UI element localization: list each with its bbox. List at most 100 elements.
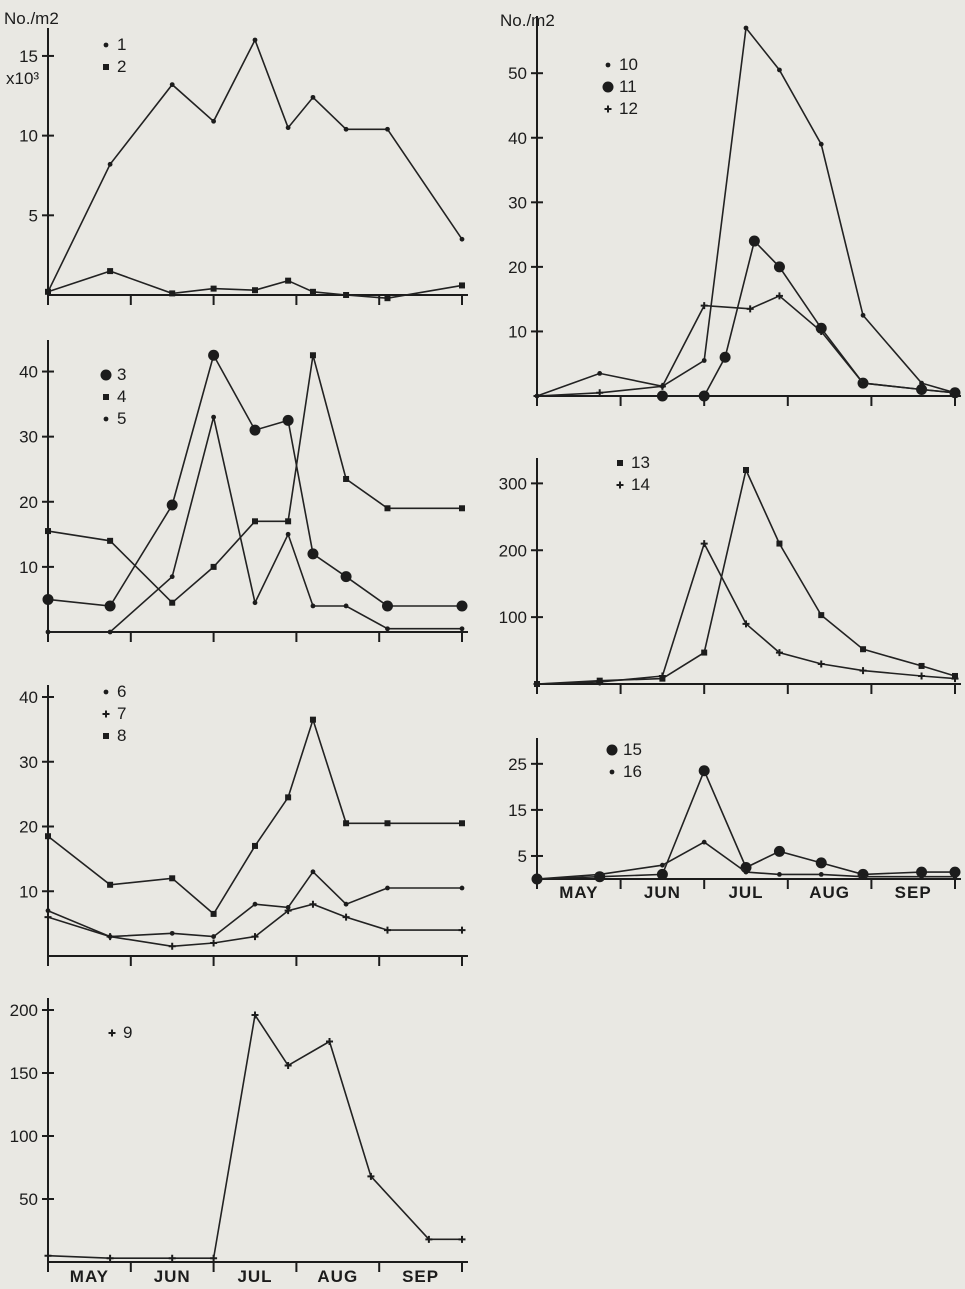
data-point-series-3	[42, 593, 54, 605]
legend-label: 14	[631, 475, 650, 494]
data-point-series-7	[210, 939, 218, 947]
y-tick-label: 20	[508, 258, 527, 277]
data-point-series-15	[949, 866, 961, 878]
data-point-series-6	[169, 930, 175, 936]
data-point-series-9	[284, 1061, 292, 1069]
data-point-series-4	[384, 505, 391, 512]
data-point-series-16	[860, 874, 866, 880]
data-point-series-12	[775, 292, 783, 300]
data-point-series-2	[107, 268, 114, 275]
data-point-series-8	[210, 910, 217, 917]
month-label: SEP	[895, 883, 932, 902]
data-point-series-10	[743, 25, 749, 31]
data-point-series-11	[748, 235, 760, 247]
data-point-series-4	[252, 518, 258, 525]
data-point-series-16	[660, 862, 665, 868]
data-point-series-13	[743, 467, 749, 473]
y-tick-label: 5	[518, 847, 527, 866]
y-tick-label: 25	[508, 755, 527, 774]
month-label: SEP	[402, 1267, 439, 1286]
data-point-series-14	[775, 649, 783, 657]
data-point-series-3	[249, 424, 261, 436]
y-tick-label: 15	[508, 801, 527, 820]
data-point-series-2	[45, 288, 51, 295]
legend-marker-12	[604, 105, 612, 113]
data-point-series-14	[658, 672, 666, 680]
data-point-series-8	[309, 716, 316, 723]
data-point-series-2	[309, 288, 316, 295]
series-line-9	[47, 1012, 462, 1259]
data-point-series-10	[777, 67, 782, 73]
data-point-series-12	[700, 302, 708, 310]
data-point-series-12	[817, 327, 825, 335]
data-point-series-3	[456, 600, 468, 612]
data-point-series-10	[860, 312, 866, 318]
data-point-series-5	[211, 414, 217, 420]
data-point-series-2	[384, 295, 391, 302]
data-point-series-6	[310, 869, 316, 875]
data-point-series-3	[104, 600, 116, 612]
data-point-series-2	[459, 282, 465, 289]
data-point-series-4	[343, 475, 350, 482]
data-point-series-6	[211, 934, 217, 939]
data-point-series-1	[107, 161, 113, 167]
chart-panel-p4: 100 200 300 13 14	[499, 453, 961, 694]
y-tick-label: 10	[19, 558, 38, 577]
data-point-series-13	[918, 662, 925, 669]
data-point-series-6	[385, 885, 390, 891]
month-label: JUL	[728, 883, 763, 902]
legend-marker-15	[606, 744, 618, 756]
legend-marker-14	[616, 481, 624, 489]
y-tick-label: 20	[19, 493, 38, 512]
month-label: MAY	[70, 1267, 109, 1286]
data-point-series-8	[169, 875, 176, 882]
legend-label: 11	[619, 77, 637, 96]
data-point-series-15	[656, 868, 668, 880]
data-point-series-8	[285, 794, 292, 801]
data-point-series-5	[169, 574, 175, 580]
y-axis-label: No./m2	[500, 11, 555, 30]
data-point-series-1	[343, 126, 349, 132]
data-point-series-8	[252, 842, 258, 849]
data-point-series-14	[596, 678, 604, 686]
data-point-series-14	[700, 540, 708, 548]
data-point-series-7	[383, 926, 391, 934]
series-line-1	[47, 38, 463, 293]
y-tick-label: 100	[499, 608, 527, 627]
data-point-series-15	[916, 866, 928, 878]
series-line-13	[536, 467, 956, 685]
data-point-series-2	[343, 292, 350, 298]
legend-label: 1	[117, 35, 126, 54]
y-tick-label: 15	[19, 47, 38, 66]
data-point-series-7	[309, 900, 317, 908]
data-point-series-2	[285, 277, 292, 284]
data-point-series-5	[252, 600, 258, 606]
legend-marker-1	[103, 42, 109, 48]
series-line-10	[536, 26, 956, 397]
month-label: AUG	[809, 883, 850, 902]
data-point-series-3	[166, 499, 178, 511]
data-point-series-16	[597, 871, 603, 877]
data-point-series-5	[343, 603, 349, 609]
data-point-series-13	[860, 646, 867, 653]
data-point-series-14	[742, 620, 750, 628]
y-tick-label: 200	[10, 1001, 38, 1020]
y-tick-label: 40	[19, 363, 38, 382]
series-line-8	[47, 717, 462, 916]
legend-label: 7	[117, 704, 126, 723]
month-label: JUN	[154, 1267, 191, 1286]
data-point-series-11	[719, 351, 731, 363]
data-point-series-14	[859, 667, 867, 675]
y-tick-label: 30	[19, 753, 38, 772]
data-point-series-4	[107, 537, 114, 544]
data-point-series-12	[533, 392, 541, 400]
series-line-16	[536, 841, 955, 880]
legend-marker-4	[103, 394, 109, 400]
data-point-series-8	[343, 820, 350, 827]
series-line-14	[536, 541, 956, 685]
data-point-series-16	[743, 869, 749, 875]
data-point-series-7	[284, 907, 292, 915]
legend-label: 5	[117, 409, 126, 428]
legend-label: 10	[619, 55, 638, 74]
data-point-series-4	[45, 528, 51, 535]
